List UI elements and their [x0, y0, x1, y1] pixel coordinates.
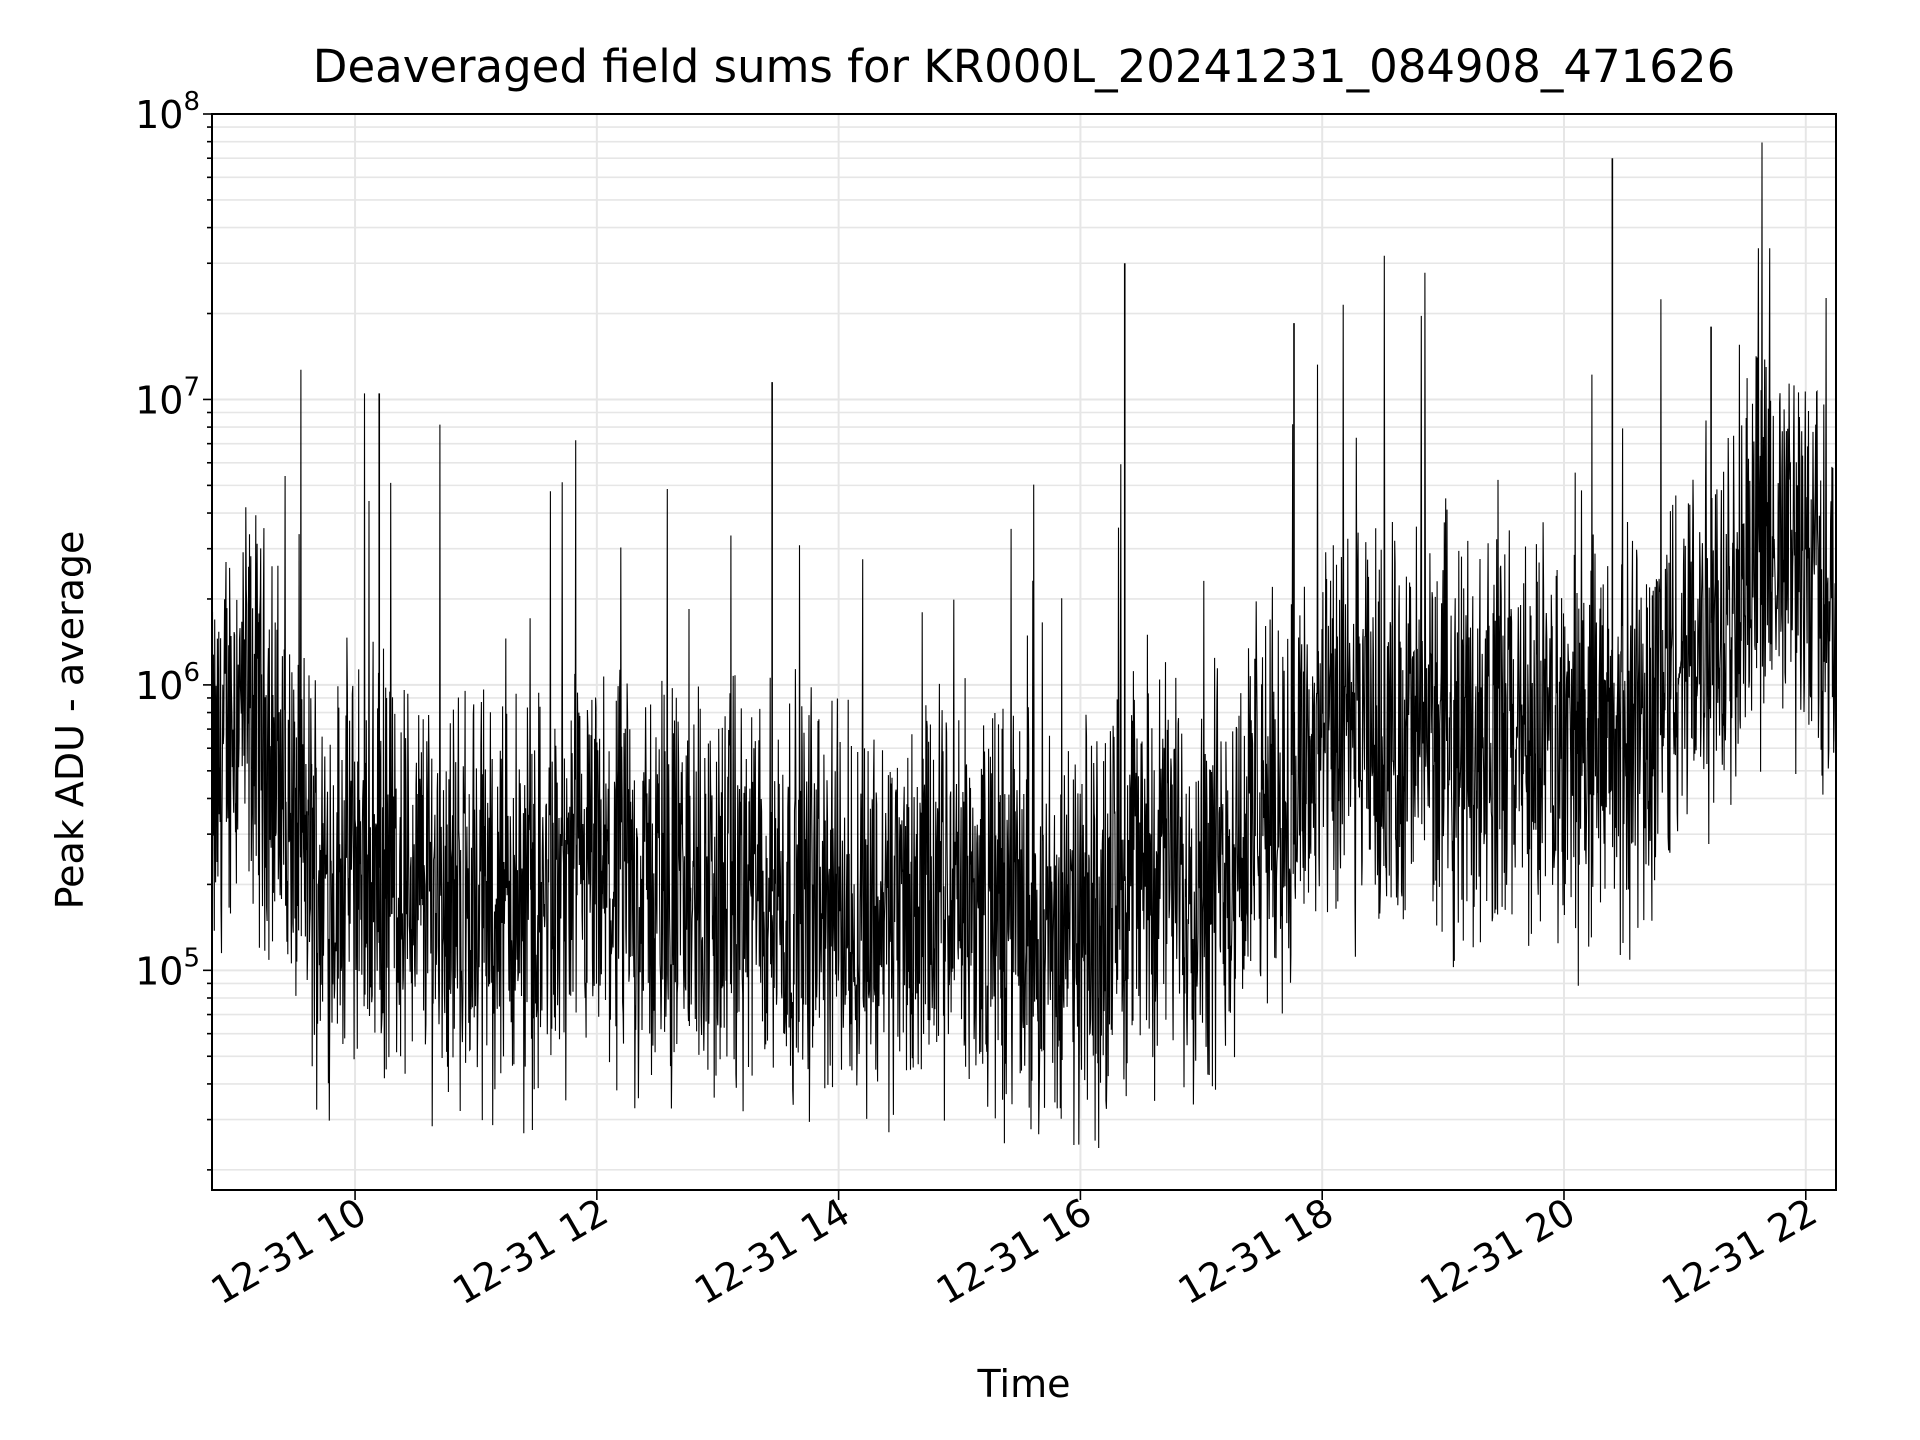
- x-tick-label: 12-31 12: [445, 1190, 615, 1314]
- x-tick-label: 12-31 20: [1413, 1190, 1583, 1314]
- x-tick-label: 12-31 10: [204, 1190, 374, 1314]
- y-tick-label: 108: [135, 87, 200, 137]
- x-tick-label: 12-31 18: [1171, 1190, 1341, 1314]
- x-tick-label: 12-31 16: [929, 1190, 1099, 1314]
- tick-layer: 105 106 107 108 12-31 10 12-31 12 12-31 14 12-3…: [135, 87, 1824, 1313]
- y-tick-label: 107: [135, 372, 200, 422]
- x-axis-label: Time: [977, 1362, 1071, 1406]
- y-tick-label: 105: [135, 943, 200, 993]
- y-tick-label: 106: [135, 658, 200, 708]
- data-layer: [211, 142, 1837, 1149]
- chart-title: Deaveraged field sums for KR000L_2024123…: [312, 40, 1736, 93]
- series-line: [211, 142, 1837, 1149]
- axes-frame: [211, 113, 1837, 1191]
- x-tick-label: 12-31 22: [1654, 1190, 1824, 1314]
- x-tick-label: 12-31 14: [687, 1190, 857, 1314]
